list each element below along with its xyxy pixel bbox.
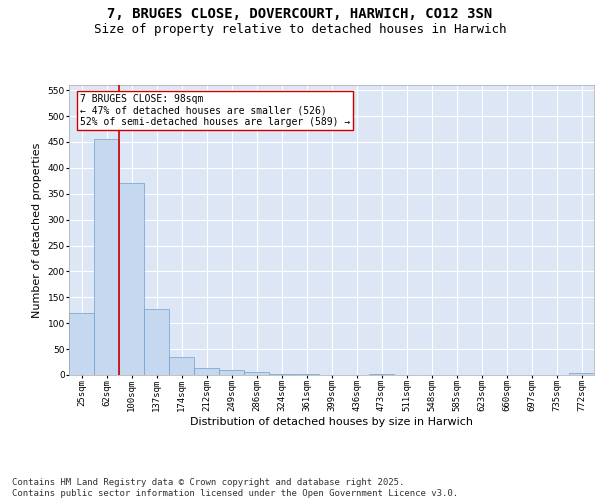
Text: 7 BRUGES CLOSE: 98sqm
← 47% of detached houses are smaller (526)
52% of semi-det: 7 BRUGES CLOSE: 98sqm ← 47% of detached … [79,94,350,127]
Y-axis label: Number of detached properties: Number of detached properties [32,142,42,318]
Bar [69,313,94,375]
Bar [369,374,394,375]
Bar [269,374,294,375]
Text: Size of property relative to detached houses in Harwich: Size of property relative to detached ho… [94,22,506,36]
Bar [144,309,169,375]
Bar [219,370,244,375]
Text: Contains HM Land Registry data © Crown copyright and database right 2025.
Contai: Contains HM Land Registry data © Crown c… [12,478,458,498]
Bar [294,374,319,375]
Bar [169,357,194,375]
Bar [194,368,219,375]
X-axis label: Distribution of detached houses by size in Harwich: Distribution of detached houses by size … [190,417,473,427]
Bar [244,372,269,375]
Bar [119,184,144,375]
Bar [94,140,119,375]
Text: 7, BRUGES CLOSE, DOVERCOURT, HARWICH, CO12 3SN: 7, BRUGES CLOSE, DOVERCOURT, HARWICH, CO… [107,8,493,22]
Bar [569,374,594,375]
